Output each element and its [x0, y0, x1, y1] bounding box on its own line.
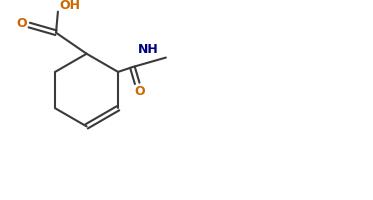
- Text: O: O: [17, 17, 27, 30]
- Text: O: O: [135, 85, 145, 98]
- Text: OH: OH: [60, 0, 81, 12]
- Text: NH: NH: [138, 43, 159, 56]
